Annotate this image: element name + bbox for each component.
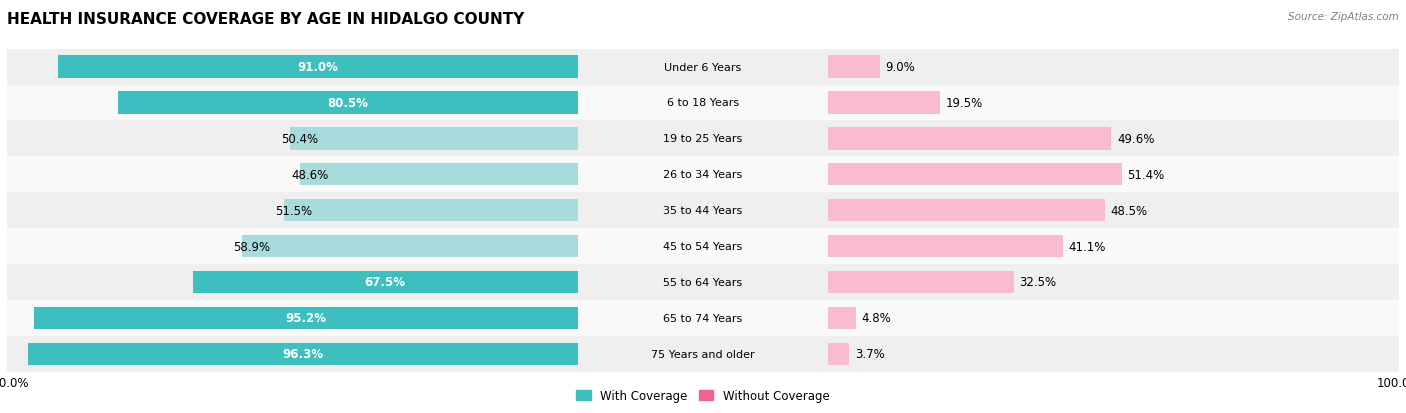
Text: 95.2%: 95.2% (285, 311, 326, 325)
Bar (828, 271, 1014, 293)
Bar (242, 235, 578, 258)
Text: 67.5%: 67.5% (364, 276, 405, 289)
Bar (0, 121, 1406, 157)
Text: 50.4%: 50.4% (281, 133, 319, 145)
Bar (828, 199, 1105, 222)
Text: 48.5%: 48.5% (1111, 204, 1147, 217)
Bar (0, 193, 1406, 228)
Bar (0, 336, 1406, 372)
Text: 49.6%: 49.6% (1116, 133, 1154, 145)
Bar (0, 264, 1406, 300)
Bar (0, 157, 1406, 193)
Text: 51.4%: 51.4% (1128, 169, 1164, 181)
Bar (290, 128, 578, 150)
Bar (0, 300, 1406, 336)
Text: 4.8%: 4.8% (862, 311, 891, 325)
Text: Source: ZipAtlas.com: Source: ZipAtlas.com (1288, 12, 1399, 22)
Bar (28, 343, 578, 365)
Bar (0, 157, 1406, 193)
Bar (0, 264, 1406, 300)
Bar (0, 228, 1406, 264)
Bar (0, 50, 1406, 85)
Bar (0, 228, 1406, 264)
Bar (0, 300, 1406, 336)
Text: 75 Years and older: 75 Years and older (651, 349, 755, 359)
Text: 65 to 74 Years: 65 to 74 Years (664, 313, 742, 323)
Bar (0, 85, 1406, 121)
Text: 96.3%: 96.3% (283, 347, 323, 360)
Bar (0, 228, 1406, 264)
Text: 91.0%: 91.0% (298, 61, 339, 74)
Bar (0, 121, 1406, 157)
Bar (284, 199, 578, 222)
Bar (0, 85, 1406, 121)
Bar (301, 164, 578, 186)
Bar (0, 85, 1406, 121)
Bar (0, 264, 1406, 300)
Text: 58.9%: 58.9% (233, 240, 270, 253)
Text: 48.6%: 48.6% (292, 169, 329, 181)
Bar (828, 56, 880, 78)
Bar (828, 235, 1063, 258)
Text: 80.5%: 80.5% (328, 97, 368, 110)
Bar (0, 336, 1406, 372)
Text: 6 to 18 Years: 6 to 18 Years (666, 98, 740, 108)
Bar (828, 128, 1111, 150)
Bar (0, 193, 1406, 228)
Bar (193, 271, 578, 293)
Bar (0, 336, 1406, 372)
Text: 35 to 44 Years: 35 to 44 Years (664, 206, 742, 216)
Text: 3.7%: 3.7% (855, 347, 884, 360)
Text: 9.0%: 9.0% (886, 61, 915, 74)
Text: Under 6 Years: Under 6 Years (665, 62, 741, 72)
Bar (0, 300, 1406, 336)
Text: 26 to 34 Years: 26 to 34 Years (664, 170, 742, 180)
Bar (828, 307, 856, 329)
Bar (828, 92, 939, 114)
Bar (34, 307, 578, 329)
Legend: With Coverage, Without Coverage: With Coverage, Without Coverage (572, 385, 834, 407)
Text: 19 to 25 Years: 19 to 25 Years (664, 134, 742, 144)
Bar (828, 343, 849, 365)
Bar (0, 50, 1406, 85)
Text: HEALTH INSURANCE COVERAGE BY AGE IN HIDALGO COUNTY: HEALTH INSURANCE COVERAGE BY AGE IN HIDA… (7, 12, 524, 27)
Text: 19.5%: 19.5% (945, 97, 983, 110)
Text: 32.5%: 32.5% (1019, 276, 1056, 289)
Text: 51.5%: 51.5% (276, 204, 312, 217)
Bar (59, 56, 578, 78)
Bar (0, 50, 1406, 85)
Bar (0, 121, 1406, 157)
Bar (0, 193, 1406, 228)
Text: 55 to 64 Years: 55 to 64 Years (664, 277, 742, 287)
Bar (828, 164, 1122, 186)
Text: 45 to 54 Years: 45 to 54 Years (664, 242, 742, 252)
Bar (118, 92, 578, 114)
Text: 41.1%: 41.1% (1069, 240, 1107, 253)
Bar (0, 157, 1406, 193)
